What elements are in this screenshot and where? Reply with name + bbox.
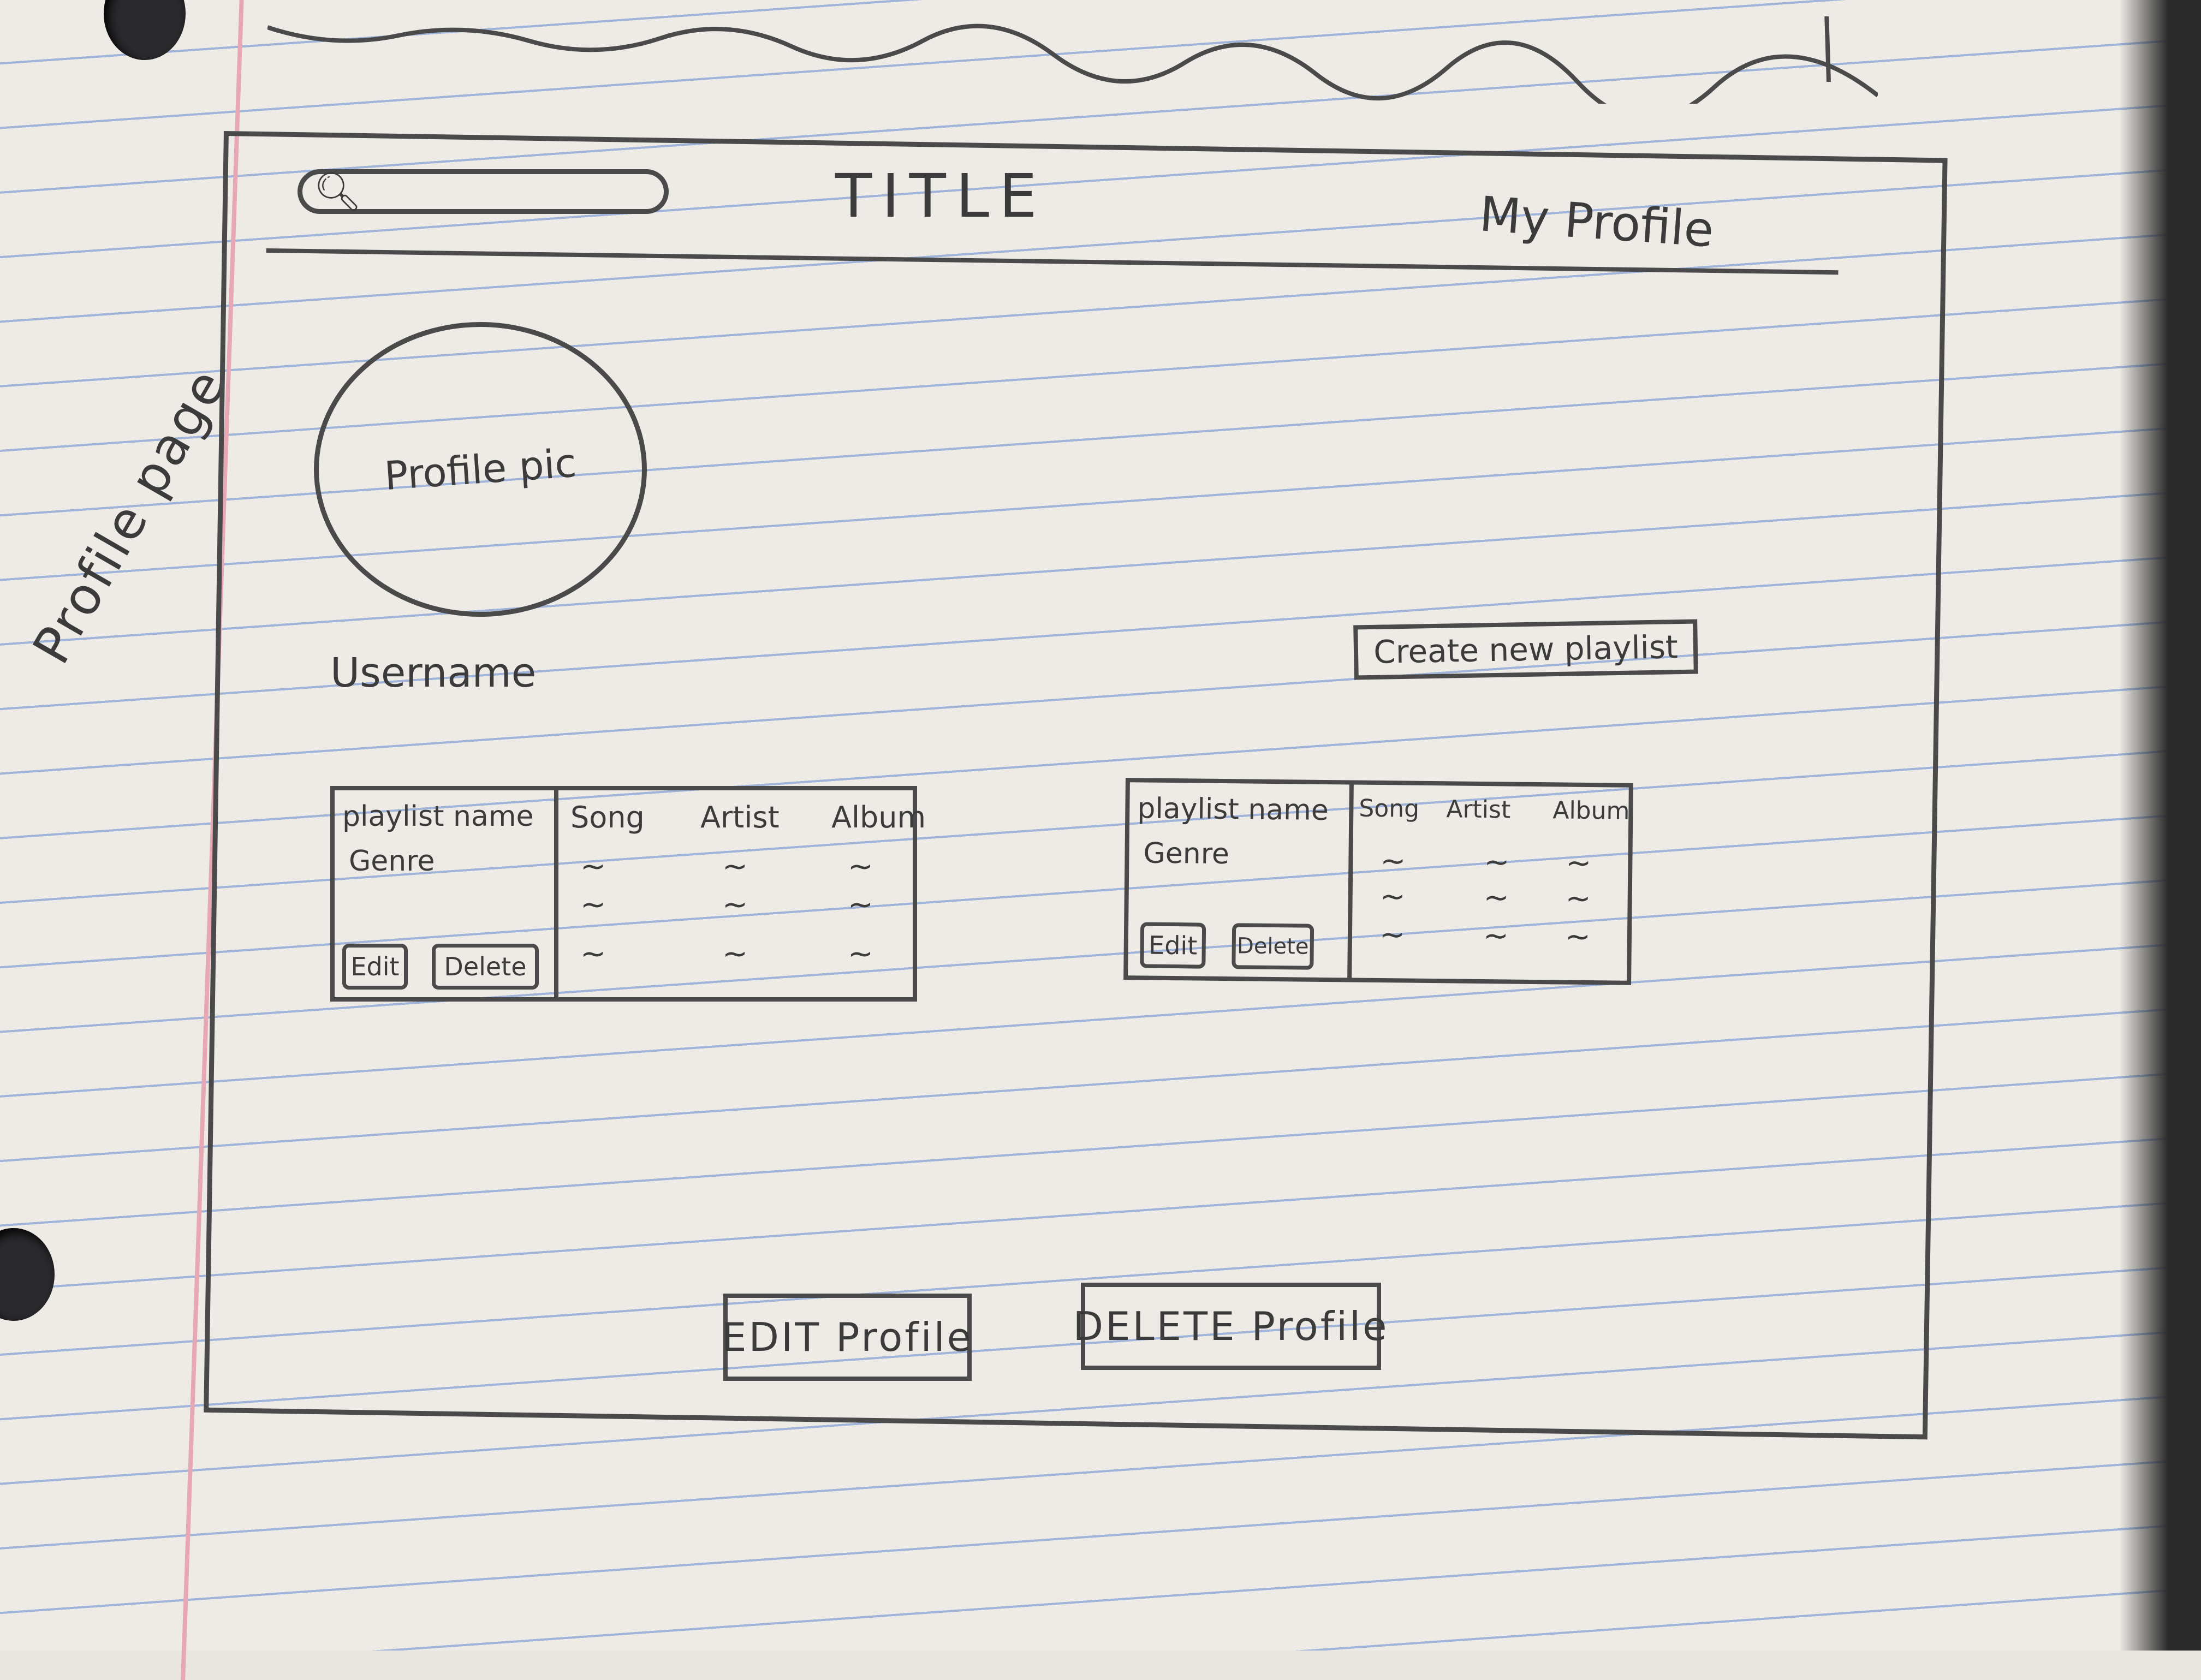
column-header-song: Song: [1359, 794, 1420, 823]
playlist-card: playlist name Genre Edit Delete Song Art…: [330, 786, 926, 1002]
song-placeholder: ~: [580, 936, 606, 972]
playlist-songs: Song Artist Album ~ ~ ~ ~ ~ ~ ~ ~ ~: [1352, 785, 1630, 981]
page-title: TITLE: [835, 161, 1047, 231]
song-placeholder: ~: [1380, 843, 1406, 879]
column-header-album: Album: [1552, 796, 1630, 825]
column-header-artist: Artist: [700, 800, 780, 835]
username: Username: [330, 650, 537, 696]
artist-placeholder: ~: [722, 849, 748, 884]
column-header-artist: Artist: [1446, 795, 1511, 824]
artist-placeholder: ~: [722, 936, 748, 972]
playlist-edit-button[interactable]: Edit: [1140, 922, 1206, 969]
desk-background: [2119, 0, 2201, 1651]
album-placeholder: ~: [848, 936, 873, 972]
playlist-songs: Song Artist Album ~ ~ ~ ~ ~ ~ ~ ~ ~: [558, 790, 926, 997]
song-placeholder: ~: [1379, 879, 1406, 915]
playlist-delete-button[interactable]: Delete: [432, 944, 539, 990]
song-placeholder: ~: [580, 849, 606, 884]
search-icon: 🔍︎: [313, 169, 362, 214]
search-input[interactable]: 🔍︎: [298, 169, 669, 214]
profile-picture-label: Profile pic: [383, 439, 578, 499]
playlist-name: playlist name: [342, 800, 534, 833]
playlist-name: playlist name: [1137, 792, 1329, 827]
sketch-top-border: [267, 16, 1878, 104]
song-placeholder: ~: [580, 887, 606, 922]
profile-picture: Profile pic: [314, 322, 647, 617]
playlist-genre: Genre: [1143, 837, 1230, 871]
create-playlist-button[interactable]: Create new playlist: [1353, 619, 1698, 680]
artist-placeholder: ~: [1484, 844, 1510, 880]
album-placeholder: ~: [1566, 845, 1592, 881]
edit-profile-button[interactable]: EDIT Profile: [722, 1294, 972, 1381]
playlist-card: playlist name Genre Edit Delete Song Art…: [1123, 778, 1633, 985]
playlist-genre: Genre: [349, 845, 435, 878]
album-placeholder: ~: [848, 849, 873, 884]
playlist-delete-button[interactable]: Delete: [1232, 923, 1314, 970]
artist-placeholder: ~: [1483, 918, 1509, 954]
album-placeholder: ~: [1565, 880, 1591, 917]
playlist-info: playlist name Genre Edit Delete: [335, 790, 558, 997]
column-header-album: Album: [831, 800, 926, 835]
artist-placeholder: ~: [722, 887, 748, 922]
album-placeholder: ~: [848, 887, 873, 922]
song-placeholder: ~: [1379, 917, 1406, 953]
column-header-song: Song: [570, 800, 645, 835]
playlist-info: playlist name Genre Edit Delete: [1128, 782, 1354, 978]
album-placeholder: ~: [1565, 919, 1591, 955]
artist-placeholder: ~: [1483, 880, 1509, 916]
playlist-edit-button[interactable]: Edit: [342, 944, 408, 990]
delete-profile-button[interactable]: DELETE Profile: [1073, 1283, 1387, 1370]
